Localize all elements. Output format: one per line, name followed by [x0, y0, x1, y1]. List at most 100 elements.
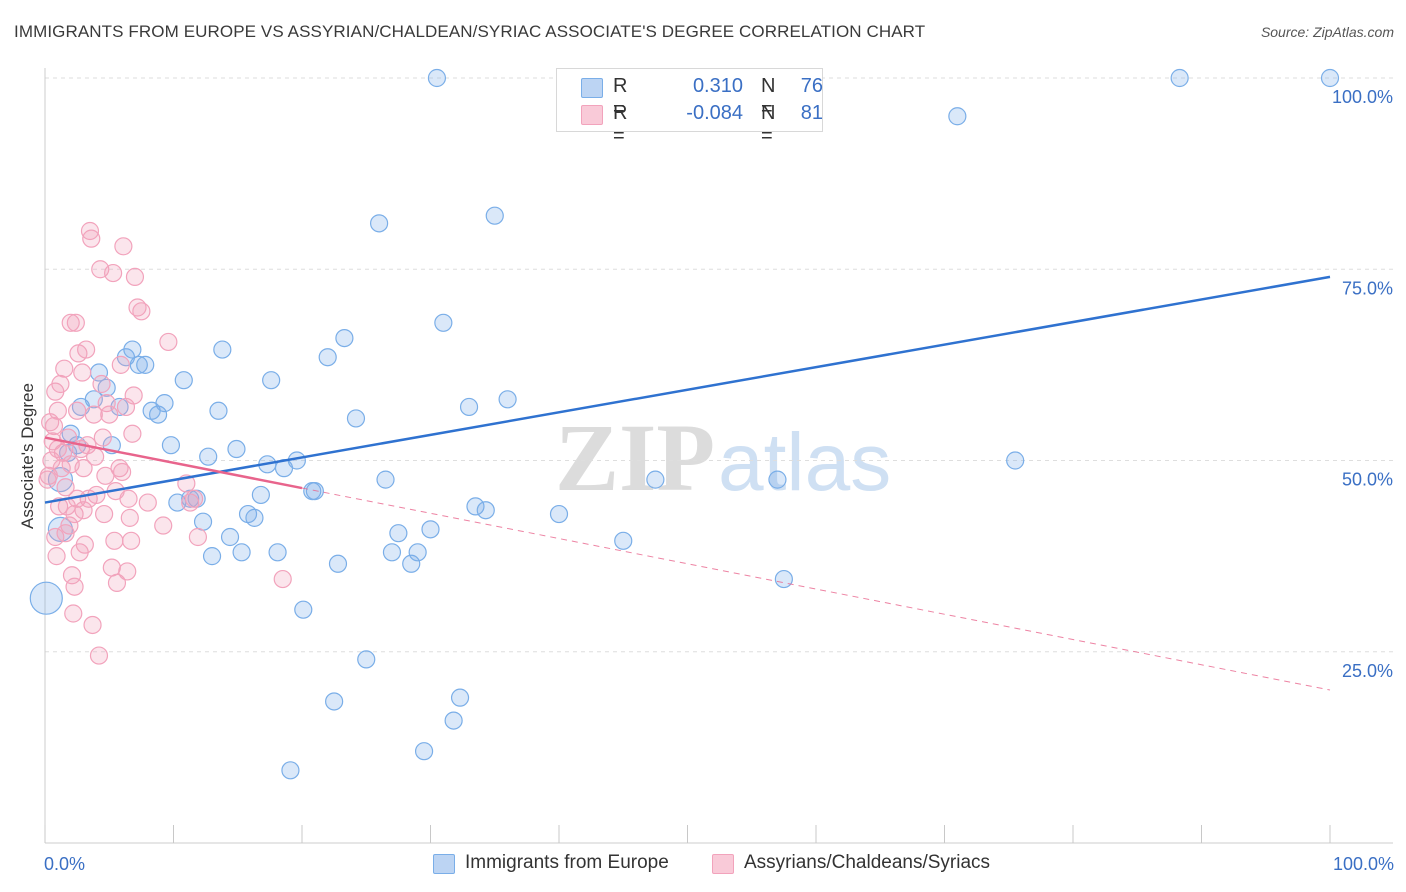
point-assyrian	[68, 401, 87, 420]
legend-n-value: 76	[800, 75, 823, 97]
gridlines	[45, 77, 1393, 653]
point-europe	[174, 371, 193, 390]
watermark: ZIP atlas	[555, 404, 891, 511]
point-europe	[459, 397, 479, 417]
point-europe	[325, 692, 344, 711]
legend-label-europe: Immigrants from Europe	[465, 852, 669, 873]
point-assyrian	[66, 313, 85, 332]
point-assyrian	[56, 478, 75, 497]
point-europe	[370, 214, 389, 233]
point-assyrian	[273, 569, 292, 589]
point-europe	[129, 355, 148, 374]
x-tick-label-max: 100.0%	[1333, 854, 1394, 874]
point-europe	[193, 512, 213, 531]
point-assyrian	[119, 489, 138, 508]
chart-title: IMMIGRANTS FROM EUROPE VS ASSYRIAN/CHALD…	[14, 22, 926, 41]
point-assyrian	[47, 547, 66, 566]
point-assyrian	[138, 493, 157, 512]
point-europe	[646, 470, 665, 489]
point-europe	[948, 107, 967, 126]
point-europe	[232, 543, 251, 562]
chart-source: Source: ZipAtlas.com	[1260, 24, 1394, 40]
point-europe	[251, 485, 270, 505]
legend-r-value: -0.084	[686, 102, 743, 124]
point-europe	[498, 390, 517, 409]
legend-swatch-blue	[581, 78, 603, 98]
point-assyrian	[74, 501, 93, 520]
legend-n-value: 81	[800, 102, 823, 124]
point-assyrian	[48, 401, 67, 420]
point-europe	[181, 489, 200, 508]
point-europe	[47, 467, 74, 493]
point-assyrian	[56, 524, 75, 543]
point-assyrian	[74, 459, 93, 478]
point-europe	[29, 581, 63, 615]
point-assyrian	[125, 267, 145, 286]
point-assyrian	[48, 439, 67, 459]
trendline-assyrian-solid	[44, 436, 303, 490]
trendlines	[44, 275, 1331, 691]
point-assyrian	[44, 416, 64, 436]
point-europe	[476, 501, 495, 520]
x-tick-label-min: 0.0%	[44, 854, 85, 874]
point-europe	[294, 600, 313, 619]
point-europe	[1170, 68, 1189, 88]
legend-r-label: R =	[613, 102, 628, 147]
y-tick-label: 100.0%	[1332, 87, 1393, 107]
point-assyrian	[107, 573, 127, 593]
legend-r-value: 0.310	[692, 75, 743, 97]
x-ticks	[44, 825, 1331, 843]
point-assyrian	[159, 332, 178, 352]
point-assyrian	[84, 405, 103, 424]
watermark-atlas: atlas	[718, 417, 891, 508]
point-assyrian	[92, 374, 111, 394]
point-europe	[268, 543, 287, 562]
point-europe	[774, 569, 793, 589]
point-assyrian	[105, 531, 124, 550]
point-europe	[614, 531, 633, 550]
point-assyrian	[112, 462, 132, 482]
point-assyrian	[80, 221, 100, 241]
point-europe	[357, 650, 376, 669]
point-europe	[408, 543, 427, 562]
point-assyrian	[121, 531, 141, 550]
point-europe	[335, 329, 354, 348]
point-europe	[450, 688, 470, 707]
point-assyrian	[93, 428, 112, 447]
point-europe	[328, 554, 348, 573]
point-assyrian	[123, 424, 142, 443]
y-tick-label: 75.0%	[1342, 278, 1393, 298]
point-europe	[414, 742, 434, 761]
point-assyrian	[100, 405, 119, 424]
point-assyrian	[118, 562, 137, 581]
point-assyrian	[86, 447, 105, 466]
point-europe	[768, 470, 787, 489]
trendline-europe	[44, 275, 1331, 504]
point-assyrian	[104, 263, 123, 283]
point-europe	[376, 470, 395, 489]
point-europe	[245, 508, 264, 527]
point-assyrian	[46, 527, 65, 547]
point-europe	[305, 482, 324, 501]
series-europe-points	[29, 68, 1340, 780]
point-assyrian	[61, 313, 80, 332]
point-europe	[427, 68, 447, 88]
point-europe	[209, 401, 228, 420]
point-assyrian	[102, 558, 121, 577]
legend-n-label: N =	[761, 75, 776, 120]
point-europe	[136, 355, 155, 374]
point-europe	[47, 516, 74, 542]
point-assyrian	[50, 497, 69, 516]
point-europe	[262, 371, 281, 390]
point-europe	[466, 497, 485, 516]
point-assyrian	[38, 470, 57, 489]
point-assyrian	[114, 237, 133, 256]
point-europe	[161, 436, 181, 455]
legend-n-label: N =	[761, 102, 776, 147]
point-assyrian	[89, 646, 109, 665]
point-assyrian	[111, 355, 130, 374]
series-assyrian-points	[38, 221, 292, 665]
point-assyrian	[52, 459, 71, 478]
y-tick-label: 25.0%	[1342, 661, 1393, 681]
point-europe	[1320, 68, 1340, 88]
